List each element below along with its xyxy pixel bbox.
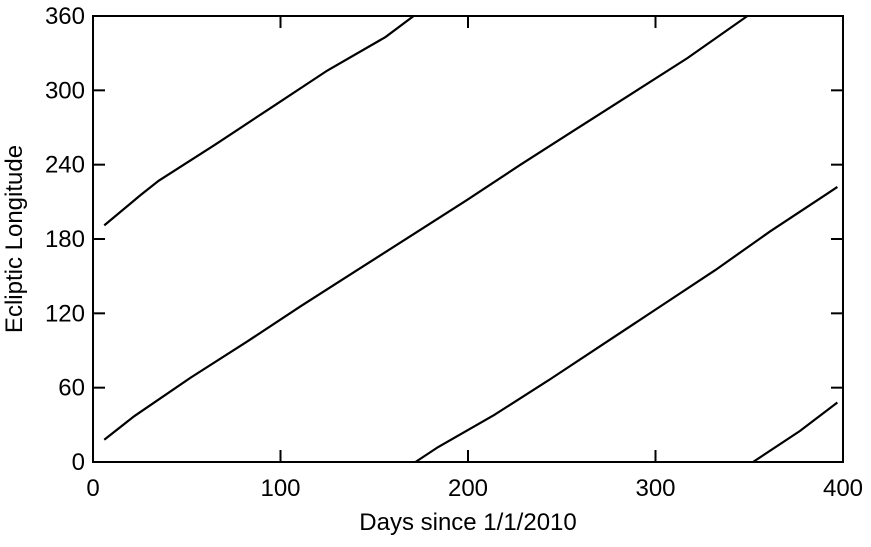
y-tick-label: 300 <box>45 77 85 104</box>
data-line <box>414 186 838 463</box>
x-tick-label: 300 <box>635 475 675 502</box>
x-tick-label: 0 <box>86 475 99 502</box>
y-tick-label: 360 <box>45 3 85 30</box>
data-line <box>103 15 415 227</box>
y-tick-label: 180 <box>45 226 85 253</box>
x-tick-label: 100 <box>260 475 300 502</box>
plot-frame <box>92 15 844 463</box>
data-line <box>752 401 839 463</box>
x-tick-label: 400 <box>823 475 863 502</box>
data-line <box>103 15 749 441</box>
y-tick-label: 0 <box>72 449 85 476</box>
y-tick-label: 120 <box>45 300 85 327</box>
x-axis-label: Days since 1/1/2010 <box>359 509 576 536</box>
y-tick-label: 60 <box>58 375 85 402</box>
y-axis-label: Ecliptic Longitude <box>1 145 28 333</box>
y-tick-label: 240 <box>45 152 85 179</box>
x-tick-label: 200 <box>448 475 488 502</box>
